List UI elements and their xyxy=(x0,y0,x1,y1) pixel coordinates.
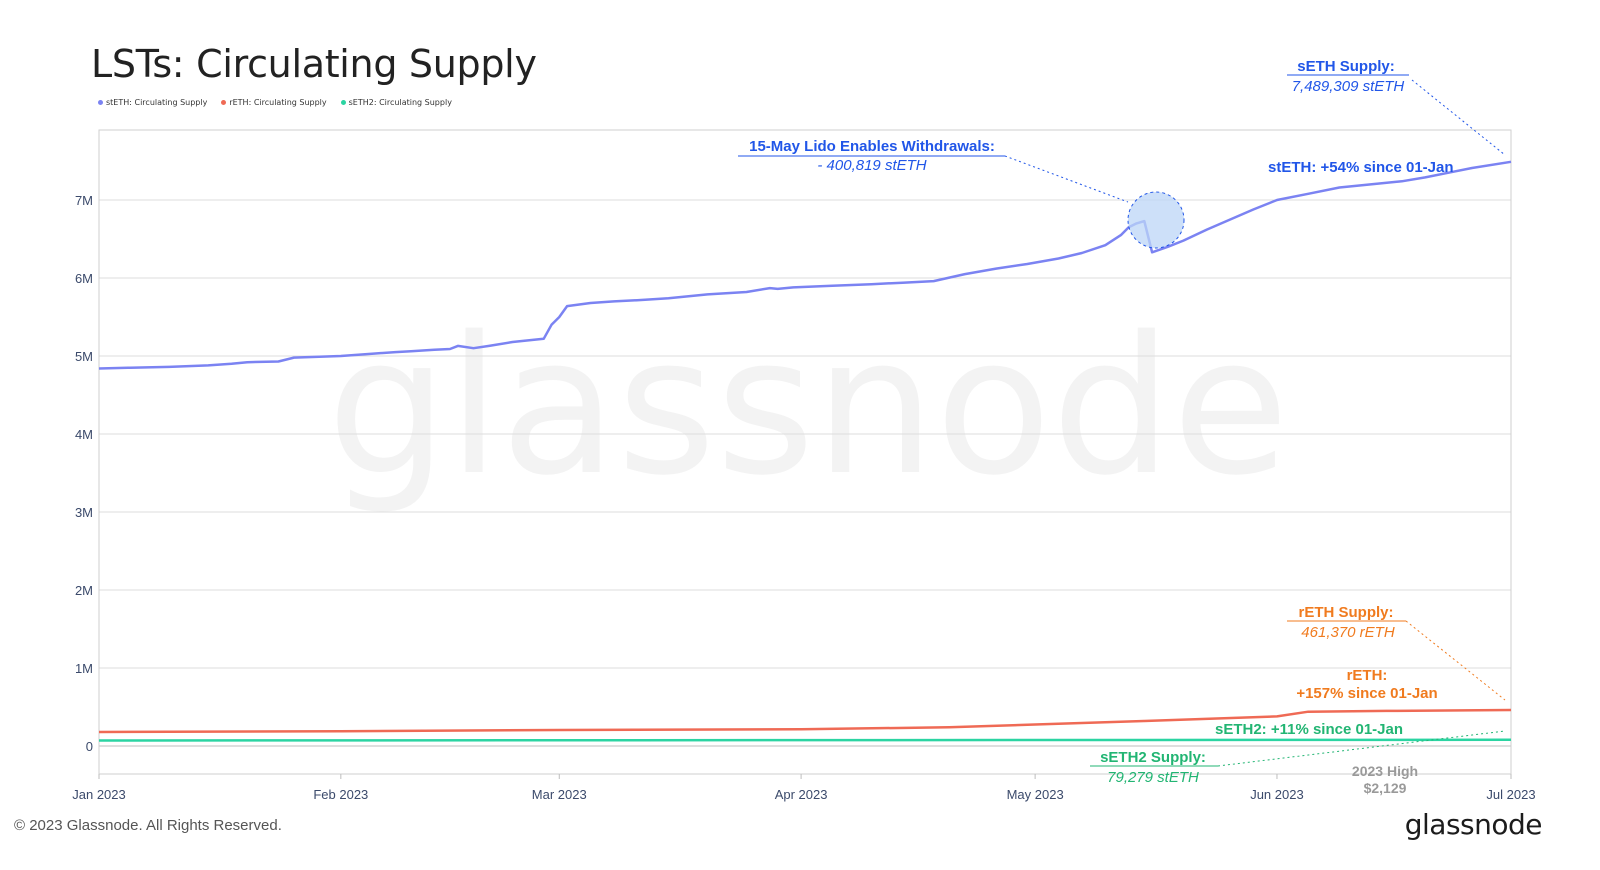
chart-legend: stETH: Circulating Supply rETH: Circulat… xyxy=(98,98,452,107)
seth2-supply-value: 79,279 stETH xyxy=(1107,769,1199,786)
axis-layer: 0 1M 2M 3M 4M 5M 6M 7M Jan 2023 Feb 2023 Mar 2023 A… xyxy=(72,193,1535,802)
legend-marker-seth2 xyxy=(340,100,346,105)
reth-change-label-line2: +157% since 01-Jan xyxy=(1296,685,1437,702)
x-tick-label: Jan 2023 xyxy=(72,787,126,802)
legend-label-reth: rETH: Circulating Supply xyxy=(229,98,327,107)
y-tick-label: 2M xyxy=(75,583,93,598)
annotation-layer: 15-May Lido Enables Withdrawals: - 400,8… xyxy=(738,58,1506,796)
series-layer xyxy=(98,160,1512,742)
legend-item-seth2[interactable]: sETH2: Circulating Supply xyxy=(340,98,452,107)
steth-change-label: stETH: +54% since 01-Jan xyxy=(1268,159,1454,176)
reth-supply-leader-line xyxy=(1405,620,1506,701)
x-tick-label: Jul 2023 xyxy=(1486,787,1535,802)
y-tick-label: 5M xyxy=(75,349,93,364)
seth-supply-title: sETH Supply: xyxy=(1297,58,1395,75)
y-tick-label: 0 xyxy=(86,739,93,754)
withdrawals-highlight-circle xyxy=(1127,191,1185,249)
reth-line xyxy=(98,708,1512,734)
legend-item-reth[interactable]: rETH: Circulating Supply xyxy=(221,98,327,107)
high-label-line1: 2023 High xyxy=(1352,763,1418,779)
seth2-supply-leader-line xyxy=(1217,730,1506,767)
high-label-line2: $2,129 xyxy=(1364,780,1407,796)
withdrawals-leader-line xyxy=(1004,155,1129,203)
y-tick-label: 6M xyxy=(75,271,93,286)
y-tick-label: 3M xyxy=(75,505,93,520)
glassnode-logo: glassnode xyxy=(1404,808,1543,841)
x-tick-label: Feb 2023 xyxy=(313,787,368,802)
seth-supply-leader-line xyxy=(1411,79,1506,156)
y-tick-label: 7M xyxy=(75,193,93,208)
reth-change-label-line1: rETH: xyxy=(1347,667,1388,684)
legend-marker-reth xyxy=(221,100,227,105)
legend-item-steth[interactable]: stETH: Circulating Supply xyxy=(98,98,207,107)
seth2-change-label: sETH2: +11% since 01-Jan xyxy=(1215,721,1403,738)
y-tick-label: 4M xyxy=(75,427,93,442)
reth-supply-title: rETH Supply: xyxy=(1298,604,1393,621)
copyright-text: © 2023 Glassnode. All Rights Reserved. xyxy=(14,817,282,834)
plot-frame xyxy=(98,129,1512,775)
y-tick-label: 1M xyxy=(75,661,93,676)
legend-label-seth2: sETH2: Circulating Supply xyxy=(348,98,452,107)
watermark-text: glassnode xyxy=(327,296,1289,517)
chart-title: LSTs: Circulating Supply xyxy=(91,42,537,86)
seth2-supply-title: sETH2 Supply: xyxy=(1100,749,1206,766)
x-tick-label: Mar 2023 xyxy=(532,787,587,802)
x-tick-label: Apr 2023 xyxy=(775,787,828,802)
x-tick-label: May 2023 xyxy=(1007,787,1064,802)
steth-line xyxy=(98,160,1512,370)
x-tick-label: Jun 2023 xyxy=(1250,787,1304,802)
reth-supply-value: 461,370 rETH xyxy=(1301,624,1395,641)
withdrawals-title: 15-May Lido Enables Withdrawals: xyxy=(749,138,995,155)
withdrawals-value: - 400,819 stETH xyxy=(817,157,926,174)
seth-supply-value: 7,489,309 stETH xyxy=(1292,78,1405,95)
seth2-line xyxy=(98,738,1512,742)
legend-label-steth: stETH: Circulating Supply xyxy=(106,98,208,107)
legend-marker-steth xyxy=(98,100,103,105)
